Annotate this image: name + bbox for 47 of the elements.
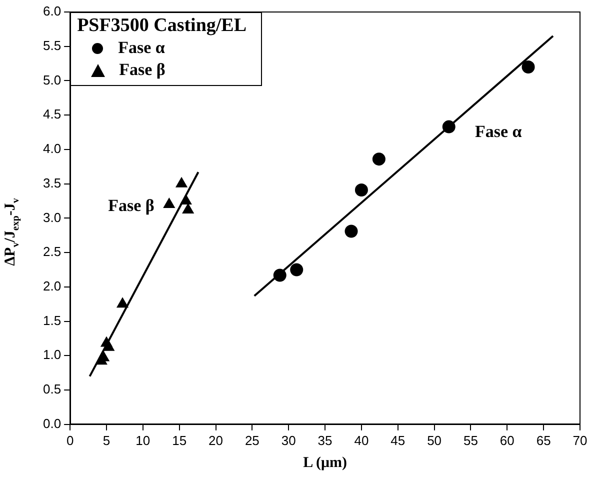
legend-title: PSF3500 Casting/EL <box>77 15 247 37</box>
y-tick-label: 2.5 <box>42 244 62 260</box>
y-tick-label: 6.0 <box>42 4 62 19</box>
x-tick-label: 5 <box>102 432 110 448</box>
point <box>273 268 286 282</box>
x-tick-label: 50 <box>427 432 442 448</box>
point <box>354 184 368 197</box>
y-tick-label: 3.5 <box>42 175 62 190</box>
y-tick-label: 3.0 <box>42 210 62 225</box>
point <box>372 152 386 166</box>
y-tick-label: 5.5 <box>42 38 62 53</box>
point <box>180 194 192 205</box>
y-tick-label: 4.5 <box>42 106 62 122</box>
point <box>442 120 456 134</box>
legend-label: Fase α <box>118 38 165 58</box>
x-tick-label: 40 <box>354 432 369 448</box>
y-tick-label: 2.0 <box>42 278 62 294</box>
x-tick-label: 35 <box>318 432 332 448</box>
point <box>290 263 304 276</box>
y-tick-label: 0.0 <box>42 416 62 431</box>
x-tick-label: 55 <box>463 432 478 448</box>
point <box>182 203 194 214</box>
y-tick-label: 5.0 <box>42 72 62 88</box>
x-tick-label: 15 <box>172 432 187 448</box>
point <box>176 177 188 188</box>
x-tick-label: 20 <box>208 432 223 448</box>
point <box>163 198 175 208</box>
x-tick-label: 25 <box>244 432 260 448</box>
annotation: Fase β <box>108 196 154 216</box>
x-tick-label: 30 <box>281 432 296 448</box>
annotation: Fase α <box>475 122 522 142</box>
x-axis-title: L (μm) <box>303 454 347 471</box>
point <box>102 340 114 351</box>
y-tick-label: 1.0 <box>42 347 62 362</box>
x-tick-label: 0 <box>66 432 74 448</box>
x-tick-label: 45 <box>390 432 406 448</box>
x-tick-label: 10 <box>136 432 150 448</box>
y-tick-label: 0.5 <box>42 382 62 397</box>
y-tick-label: 4.0 <box>42 141 62 156</box>
legend-label: Fase β <box>119 60 166 80</box>
point <box>344 224 358 238</box>
point <box>116 298 128 308</box>
y-tick-label: 1.5 <box>42 312 62 328</box>
point <box>522 60 535 74</box>
x-tick-label: 60 <box>500 432 514 448</box>
x-tick-label: 65 <box>536 432 551 448</box>
x-tick-label: 70 <box>572 432 588 448</box>
